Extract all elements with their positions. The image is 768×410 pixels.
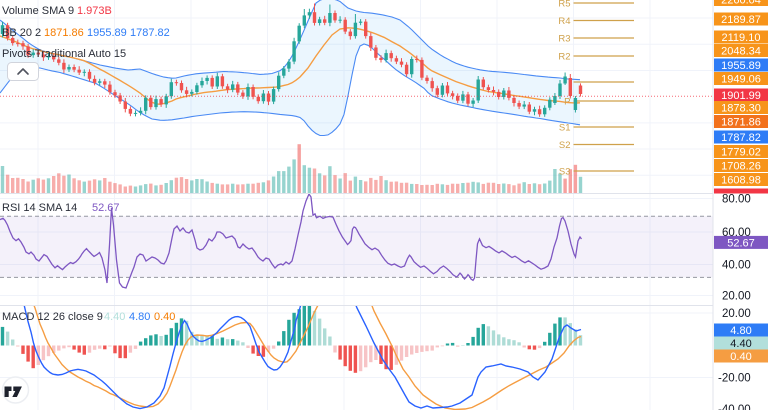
svg-text:S3: S3 bbox=[559, 167, 571, 178]
svg-text:52.67: 52.67 bbox=[727, 237, 755, 249]
svg-text:2119.10: 2119.10 bbox=[722, 32, 761, 44]
svg-text:40.00: 40.00 bbox=[722, 260, 751, 272]
svg-text:80.00: 80.00 bbox=[722, 194, 751, 206]
svg-text:1708.26: 1708.26 bbox=[721, 161, 761, 173]
svg-text:R5: R5 bbox=[558, 0, 570, 10]
svg-text:R3: R3 bbox=[558, 34, 570, 45]
svg-text:1608.98: 1608.98 bbox=[721, 175, 761, 187]
svg-text:BB 20 2: BB 20 2 bbox=[2, 27, 41, 39]
svg-text:-40.00: -40.00 bbox=[718, 404, 751, 410]
svg-text:S2: S2 bbox=[559, 140, 571, 151]
svg-text:0.40: 0.40 bbox=[154, 311, 175, 323]
svg-text:MACD 12 26 close 9: MACD 12 26 close 9 bbox=[2, 311, 103, 323]
svg-text:R4: R4 bbox=[558, 16, 570, 27]
svg-text:20.00: 20.00 bbox=[722, 308, 751, 320]
svg-text:1787.82: 1787.82 bbox=[130, 27, 170, 39]
svg-text:1878.30: 1878.30 bbox=[721, 103, 761, 115]
svg-text:RSI 14 SMA 14: RSI 14 SMA 14 bbox=[2, 202, 77, 214]
svg-text:1779.02: 1779.02 bbox=[721, 147, 761, 159]
svg-text:4.40: 4.40 bbox=[730, 338, 751, 350]
svg-text:4.80: 4.80 bbox=[730, 325, 751, 337]
svg-text:1955.89: 1955.89 bbox=[87, 27, 127, 39]
svg-text:1901.99: 1901.99 bbox=[721, 90, 761, 102]
svg-text:P: P bbox=[564, 97, 570, 108]
svg-text:1871.86: 1871.86 bbox=[721, 117, 761, 129]
svg-text:S1: S1 bbox=[559, 123, 571, 134]
svg-text:2189.87: 2189.87 bbox=[721, 14, 761, 26]
svg-text:0.40: 0.40 bbox=[730, 351, 751, 363]
svg-text:R2: R2 bbox=[558, 52, 570, 63]
svg-text:52.67: 52.67 bbox=[92, 202, 120, 214]
svg-text:20.00: 20.00 bbox=[722, 291, 751, 303]
svg-text:1787.82: 1787.82 bbox=[721, 132, 761, 144]
svg-text:1955.89: 1955.89 bbox=[721, 60, 761, 72]
svg-text:1949.06: 1949.06 bbox=[721, 74, 761, 86]
svg-text:-20.00: -20.00 bbox=[718, 373, 751, 385]
svg-text:2260.04: 2260.04 bbox=[721, 0, 761, 7]
svg-text:Volume SMA 9: Volume SMA 9 bbox=[2, 5, 74, 17]
svg-text:Pivots Traditional Auto 15: Pivots Traditional Auto 15 bbox=[2, 48, 126, 60]
svg-text:2048.34: 2048.34 bbox=[721, 46, 761, 58]
svg-text:4.40: 4.40 bbox=[104, 311, 125, 323]
svg-text:1.973B: 1.973B bbox=[77, 5, 112, 17]
svg-text:4.80: 4.80 bbox=[129, 311, 150, 323]
svg-text:1871.86: 1871.86 bbox=[44, 27, 84, 39]
